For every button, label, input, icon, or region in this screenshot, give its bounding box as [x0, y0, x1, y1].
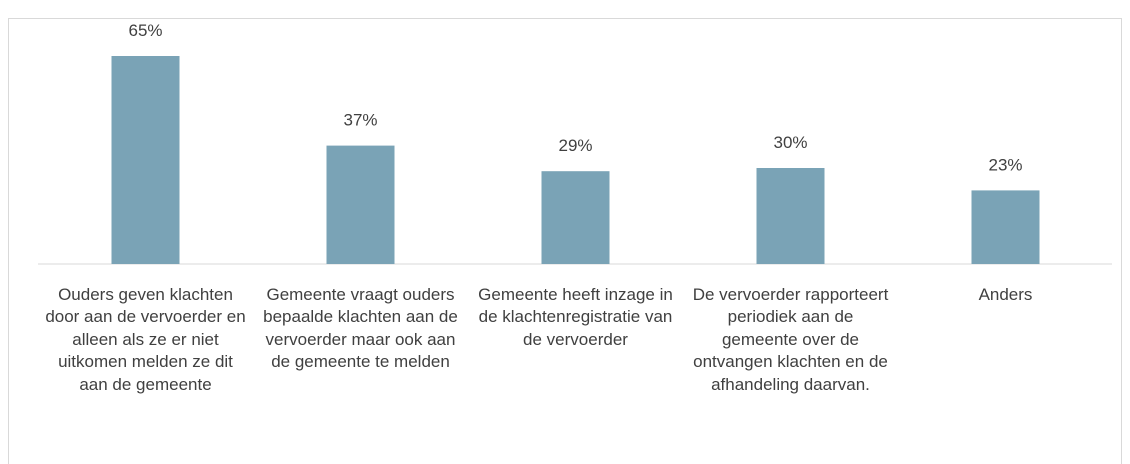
value-label: 65% [128, 21, 162, 40]
bar [326, 145, 395, 264]
value-label: 37% [343, 111, 377, 130]
x-tick-label: Anders [978, 285, 1033, 304]
bar [111, 56, 180, 264]
chart-frame [8, 18, 1122, 464]
value-label: 23% [988, 155, 1022, 174]
x-tick-label: Gemeente heeft inzage in de klachtenregi… [478, 285, 673, 349]
value-label: 30% [773, 133, 807, 152]
x-tick-label: Gemeente vraagt ouders bepaalde klachten… [263, 285, 458, 372]
x-tick-label: Ouders geven klachten door aan de vervoe… [45, 285, 246, 394]
value-label: 29% [558, 136, 592, 155]
bar [541, 171, 610, 264]
bar [971, 190, 1040, 264]
x-tick-label: De vervoerder rapporteert periodiek aan … [692, 285, 889, 394]
bar [756, 168, 825, 264]
